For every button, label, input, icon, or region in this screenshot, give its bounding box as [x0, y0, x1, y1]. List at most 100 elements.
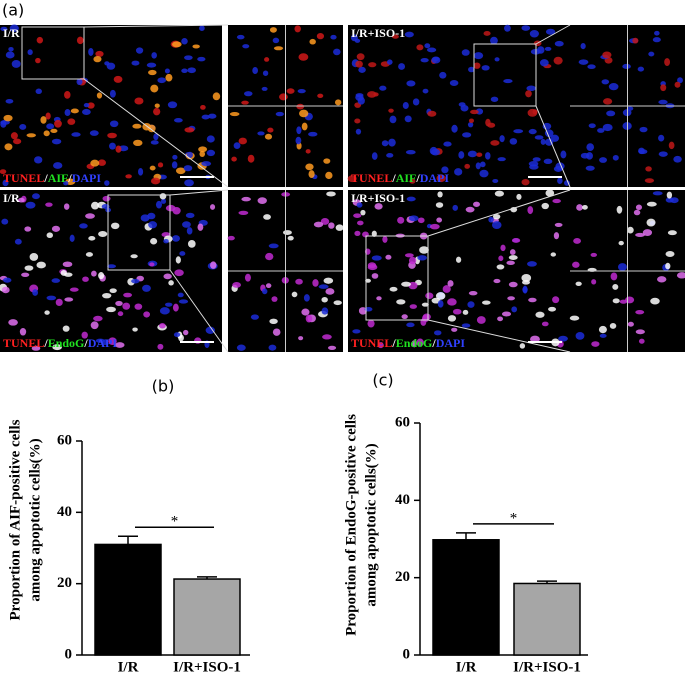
cell [131, 60, 140, 66]
y-tick-label: 20 [57, 575, 72, 591]
cell [635, 232, 645, 237]
cell [437, 300, 444, 308]
cell [610, 272, 618, 281]
cell [323, 158, 331, 164]
cell [509, 138, 518, 145]
bar [173, 578, 241, 656]
cell [210, 204, 216, 210]
cell [87, 102, 95, 109]
cell [473, 62, 481, 69]
cell [402, 101, 409, 109]
cell [475, 162, 481, 170]
y-tick-label: 40 [395, 492, 410, 508]
cell [244, 273, 251, 282]
cell [148, 221, 158, 229]
cell [591, 279, 597, 285]
cell [429, 223, 440, 230]
cell [301, 308, 310, 316]
cell [443, 141, 452, 147]
cell [588, 123, 596, 129]
cell [296, 103, 305, 110]
cell [381, 140, 389, 147]
cell [553, 165, 563, 172]
stain-part: TUNEL [351, 336, 392, 350]
cell [401, 314, 408, 320]
significance-star: * [171, 514, 179, 530]
cell [172, 303, 179, 312]
cell [602, 123, 613, 132]
cell [550, 134, 560, 142]
zoom-line [535, 24, 571, 45]
cell [81, 331, 88, 339]
cell [435, 202, 444, 208]
cell [91, 201, 100, 210]
cell [82, 108, 91, 115]
significance-star: * [510, 510, 518, 526]
stain-part: DAPI [420, 171, 450, 185]
cell [358, 66, 366, 73]
cell [167, 101, 178, 109]
cell [159, 307, 170, 315]
cell [44, 310, 50, 315]
cell [157, 77, 167, 84]
stain-part: / [415, 171, 420, 185]
cell [91, 270, 97, 277]
cell [599, 157, 608, 163]
cell [51, 278, 61, 283]
cell [552, 296, 560, 304]
cell [657, 276, 667, 283]
cell [97, 159, 106, 166]
cell [134, 97, 144, 105]
cell [437, 191, 443, 198]
y-tick-label: 20 [395, 569, 410, 585]
cell [69, 287, 79, 292]
cell [522, 286, 528, 293]
y-tick-label: 0 [403, 646, 411, 662]
cell [553, 56, 563, 65]
cell [404, 31, 414, 38]
cell [382, 235, 388, 243]
cell [424, 43, 431, 49]
cell [148, 69, 157, 76]
cell [199, 150, 206, 157]
cell [109, 142, 116, 150]
cell [295, 136, 302, 145]
image-background [0, 25, 222, 187]
cell [187, 67, 196, 74]
cell [371, 152, 378, 160]
zoom-line [169, 189, 229, 196]
cell [553, 232, 560, 240]
cell [420, 318, 427, 326]
cell [34, 156, 43, 164]
cell [467, 150, 478, 158]
cell [461, 323, 471, 328]
stain-part: / [391, 336, 396, 350]
cell [482, 300, 491, 305]
cell [122, 302, 131, 310]
cell [8, 319, 18, 326]
cell [96, 92, 103, 99]
stain-label: TUNEL/EndoG/DAPI [351, 336, 465, 350]
cell [95, 338, 105, 343]
cell [586, 143, 595, 151]
cell [143, 311, 151, 318]
cell [389, 286, 398, 292]
cell [441, 166, 449, 174]
cell [93, 55, 102, 63]
cell [371, 255, 382, 261]
cell [109, 89, 116, 98]
cell [149, 262, 155, 267]
cell [408, 215, 419, 222]
cell [231, 156, 237, 162]
cell [522, 280, 531, 285]
cell [187, 239, 196, 248]
zoom-box [21, 26, 85, 80]
cell [268, 243, 279, 249]
cell [323, 277, 334, 284]
cell [509, 249, 516, 256]
cell [558, 335, 568, 342]
cell [417, 217, 425, 224]
cell [468, 290, 478, 296]
cell [178, 299, 189, 304]
image-condition: I/R+ISO-1 [351, 191, 405, 205]
